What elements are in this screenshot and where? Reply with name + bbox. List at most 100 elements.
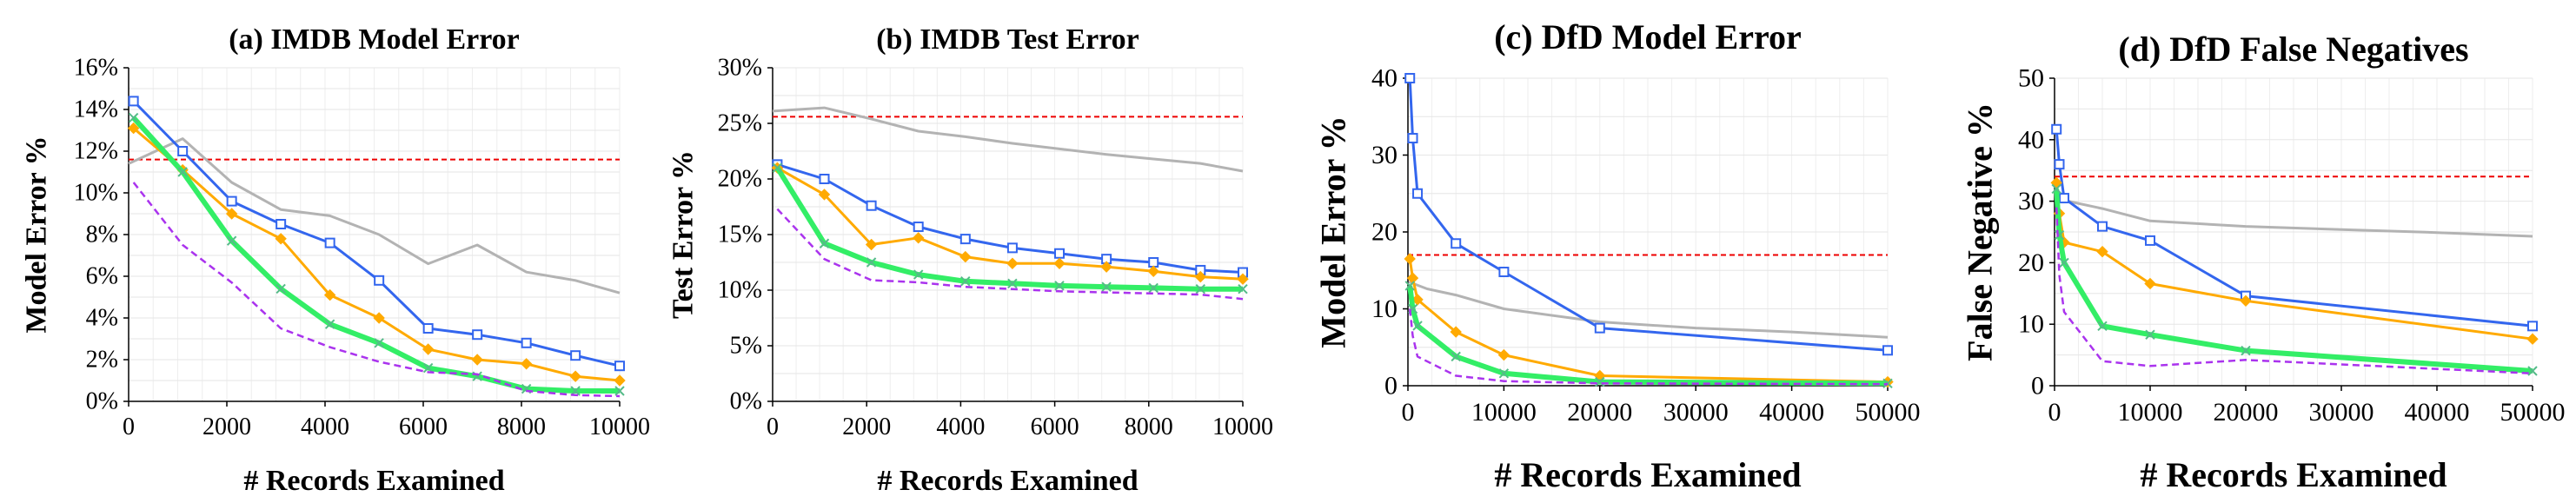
y-tick-label: 40: [1371, 64, 1398, 93]
data-point: [1404, 281, 1415, 291]
data-point: [128, 112, 139, 123]
y-tick-label: 10%: [74, 180, 118, 207]
y-tick-label: 10%: [718, 277, 762, 304]
data-point: [1404, 253, 1416, 265]
data-point: [959, 250, 972, 263]
series-line-1: [128, 96, 625, 372]
y-tick-label: 20: [1371, 218, 1398, 247]
x-tick-label: 20000: [2214, 398, 2279, 427]
data-point: [276, 283, 286, 295]
data-point: [1412, 188, 1424, 199]
x-tick-label: 0: [767, 414, 779, 440]
data-point: [1450, 326, 1462, 338]
y-tick-label: 10: [1371, 295, 1398, 323]
data-point: [1148, 257, 1159, 268]
data-point: [1053, 257, 1066, 269]
data-point: [323, 288, 336, 301]
y-tick-label: 16%: [74, 55, 118, 82]
y-tick-label: 30: [2018, 187, 2044, 215]
series-line-2: [1404, 253, 1894, 388]
panel-imdb-model-error: (a) IMDB Model Error # Records Examined …: [21, 23, 651, 497]
panel-imdb-test-error: (b) IMDB Test Error # Records Examined T…: [667, 23, 1274, 497]
x-axis-label: # Records Examined: [243, 465, 504, 497]
x-tick-label: 0: [123, 414, 135, 440]
series-line-4: [2055, 207, 2533, 375]
series-line-3: [2051, 183, 2538, 376]
data-point: [913, 269, 924, 280]
grid: [1407, 77, 1889, 387]
data-point: [2059, 193, 2069, 204]
y-tick-label: 0: [2031, 372, 2044, 400]
data-point: [422, 362, 434, 374]
x-tick-label: 0: [2048, 398, 2061, 427]
data-point: [2097, 221, 2108, 232]
y-axis-label: Model Error %: [1314, 116, 1353, 347]
series-line-3: [128, 112, 625, 396]
grid: [2054, 77, 2533, 387]
series-line-4: [132, 182, 621, 398]
data-point: [1006, 242, 1018, 254]
data-point: [819, 174, 830, 184]
data-point: [913, 232, 925, 244]
y-tick-label: 15%: [718, 222, 762, 248]
x-tick-label: 30000: [1663, 398, 1729, 427]
data-point: [1497, 348, 1510, 361]
data-point: [818, 189, 831, 201]
data-point: [1451, 351, 1461, 362]
series-line-4: [776, 208, 1244, 301]
x-tick-label: 10000: [589, 414, 650, 440]
series-path: [132, 182, 621, 398]
x-axis-label: # Records Examined: [1494, 455, 1801, 494]
data-point: [1595, 376, 1605, 387]
data-point: [225, 208, 238, 220]
x-tick-label: 0: [1402, 398, 1415, 427]
data-point: [614, 361, 625, 372]
y-tick-label: 40: [2018, 125, 2044, 154]
data-point: [960, 276, 971, 287]
data-point: [1412, 321, 1423, 331]
series-line-0: [2055, 196, 2533, 238]
data-point: [1237, 273, 1249, 285]
y-tick-label: 0%: [730, 388, 762, 415]
data-point: [1147, 265, 1159, 277]
data-point: [866, 200, 877, 211]
data-point: [422, 323, 434, 334]
series-path: [2055, 196, 2533, 238]
series-line-0: [128, 137, 621, 295]
data-point: [2526, 333, 2539, 345]
data-point: [2097, 321, 2108, 332]
x-tick-label: 6000: [1031, 414, 1079, 440]
data-point: [226, 195, 237, 207]
data-point: [2051, 183, 2061, 195]
y-tick-label: 5%: [730, 333, 762, 360]
y-tick-label: 25%: [718, 110, 762, 137]
x-tick-label: 10000: [1212, 414, 1273, 440]
y-axis-label: Model Error %: [21, 136, 53, 333]
data-point: [276, 219, 287, 229]
data-point: [275, 233, 287, 245]
x-axis-label: # Records Examined: [877, 465, 1138, 497]
y-tick-label: 8%: [86, 222, 118, 248]
series-line-3: [1404, 281, 1893, 389]
series-path: [774, 166, 1243, 292]
grid: [128, 67, 621, 402]
data-point: [2145, 329, 2155, 340]
data-point: [1101, 281, 1112, 292]
data-point: [1498, 368, 1510, 379]
data-point: [614, 386, 625, 396]
data-point: [1594, 322, 1605, 334]
y-tick-label: 2%: [86, 347, 118, 374]
chart-title: (c) DfD Model Error: [1494, 17, 1802, 56]
x-axis-label: # Records Examined: [2140, 455, 2447, 494]
data-point: [520, 358, 533, 370]
data-point: [1054, 281, 1065, 291]
data-point: [324, 319, 335, 329]
series-path: [2055, 207, 2533, 375]
data-point: [1148, 282, 1159, 294]
data-point: [2059, 257, 2069, 268]
x-tick-label: 4000: [301, 414, 349, 440]
x-tick-label: 2000: [842, 414, 891, 440]
data-point: [569, 370, 581, 382]
series-path: [1408, 281, 1889, 339]
data-point: [128, 96, 139, 107]
